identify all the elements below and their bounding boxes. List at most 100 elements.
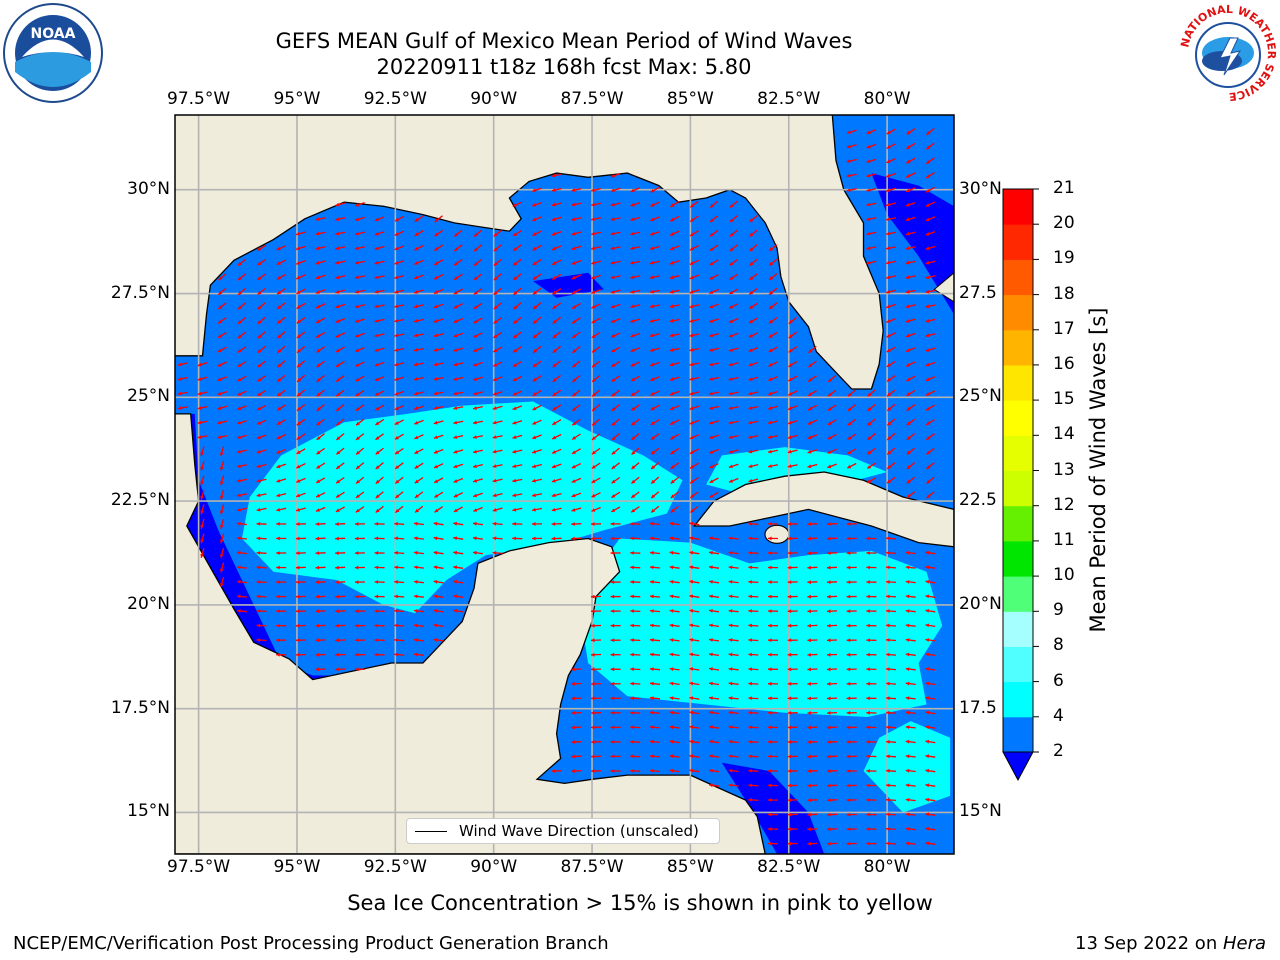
- wind-wave-arrow: [256, 565, 267, 570]
- arrow-head: [906, 174, 911, 178]
- arrow-head: [592, 407, 597, 411]
- arrow-head: [906, 145, 911, 149]
- wind-wave-arrow: [630, 433, 640, 441]
- arrow-head: [237, 348, 242, 353]
- arrow-head: [846, 667, 851, 672]
- wind-wave-arrow: [531, 507, 543, 512]
- wind-wave-arrow: [433, 288, 444, 295]
- arrow-head: [630, 551, 634, 555]
- wind-wave-arrow: [787, 638, 798, 643]
- wind-wave-arrow: [925, 245, 936, 251]
- arrow-head: [434, 232, 439, 237]
- wind-wave-arrow: [925, 725, 936, 730]
- wind-wave-arrow: [886, 696, 897, 701]
- arrow-head: [749, 305, 754, 309]
- wind-wave-arrow: [551, 187, 562, 192]
- arrow-head: [925, 652, 930, 657]
- wind-wave-arrow: [729, 244, 739, 252]
- lat-tick-label: 20°N: [127, 593, 170, 614]
- wind-wave-arrow: [610, 710, 621, 715]
- arrow-head: [217, 377, 222, 381]
- lat-tick-label: 17.5: [959, 697, 997, 718]
- arrow-head: [905, 783, 910, 788]
- wind-wave-arrow: [866, 202, 877, 207]
- wind-wave-arrow: [669, 681, 680, 686]
- date-value: 13 Sep 2022 on: [1075, 933, 1223, 954]
- wind-wave-arrow: [787, 449, 798, 454]
- arrow-head: [434, 494, 439, 498]
- wind-wave-arrow: [453, 332, 464, 338]
- arrow-head: [905, 841, 910, 846]
- wind-wave-arrow: [866, 812, 877, 817]
- arrow-head: [591, 667, 595, 672]
- arrow-head: [827, 565, 831, 570]
- nws-emblem-icon: NATIONAL WEATHER SERVICE: [1178, 3, 1278, 103]
- wind-wave-arrow: [689, 362, 700, 367]
- wind-wave-arrow: [767, 522, 779, 526]
- arrow-head: [669, 739, 674, 744]
- wind-wave-arrow: [886, 565, 897, 570]
- wind-wave-arrow: [748, 623, 759, 628]
- arrow-head: [178, 362, 182, 367]
- wind-wave-arrow: [630, 638, 641, 642]
- arrow-head: [925, 638, 930, 642]
- wind-wave-arrow: [650, 201, 660, 207]
- wind-wave-arrow: [315, 623, 326, 628]
- arrow-head: [630, 363, 635, 367]
- wind-wave-arrow: [374, 551, 385, 555]
- wind-wave-arrow: [217, 435, 228, 439]
- colorbar-label: Mean Period of Wind Waves [s]: [1086, 307, 1110, 633]
- wind-wave-arrow: [414, 505, 424, 514]
- arrow-head: [552, 450, 556, 454]
- wind-wave-arrow: [650, 418, 660, 426]
- wind-wave-arrow: [925, 609, 936, 613]
- arrow-head: [709, 290, 714, 294]
- arrow-head: [453, 479, 458, 483]
- arrow-head: [906, 130, 911, 135]
- arrow-head: [787, 740, 792, 744]
- arrow-head: [336, 436, 341, 440]
- arrow-head: [295, 652, 300, 657]
- arrow-head: [709, 594, 713, 599]
- wind-wave-arrow: [807, 638, 818, 643]
- arrow-head: [827, 435, 832, 440]
- wind-wave-arrow: [316, 404, 325, 412]
- arrow-head: [335, 348, 340, 352]
- wind-wave-arrow: [728, 565, 739, 570]
- wind-wave-arrow: [532, 244, 542, 251]
- wind-wave-arrow: [768, 361, 778, 367]
- arrow-head: [669, 304, 674, 309]
- wind-wave-arrow: [453, 362, 464, 367]
- wind-wave-arrow: [649, 638, 661, 642]
- arrow-head: [610, 304, 615, 309]
- arrow-head: [295, 580, 300, 584]
- wind-wave-arrow: [335, 594, 346, 599]
- wind-wave-arrow: [827, 389, 837, 397]
- arrow-head: [768, 420, 772, 425]
- arrow-head: [276, 493, 281, 498]
- arrow-head: [690, 479, 695, 484]
- wind-wave-arrow: [807, 798, 818, 802]
- arrow-head: [748, 710, 752, 715]
- wind-wave-arrow: [591, 418, 601, 426]
- colorbar-segment: [1003, 505, 1033, 542]
- wind-wave-arrow: [217, 273, 227, 281]
- arrow-head: [276, 551, 280, 555]
- wind-wave-arrow: [630, 375, 641, 382]
- arrow-head: [887, 465, 891, 469]
- arrow-head: [650, 638, 654, 642]
- wind-wave-arrow: [335, 217, 346, 221]
- arrow-head: [433, 638, 438, 642]
- wind-wave-arrow: [669, 215, 680, 222]
- arrow-head: [296, 261, 301, 265]
- arrow-head: [925, 392, 930, 396]
- arrow-head: [552, 290, 557, 295]
- wind-wave-arrow: [453, 550, 464, 555]
- arrow-head: [670, 246, 674, 251]
- arrow-head: [925, 348, 930, 352]
- arrow-head: [355, 304, 359, 309]
- wind-wave-arrow: [394, 433, 404, 440]
- arrow-head: [552, 261, 557, 265]
- wind-wave-arrow: [433, 391, 444, 396]
- arrow-head: [650, 246, 655, 251]
